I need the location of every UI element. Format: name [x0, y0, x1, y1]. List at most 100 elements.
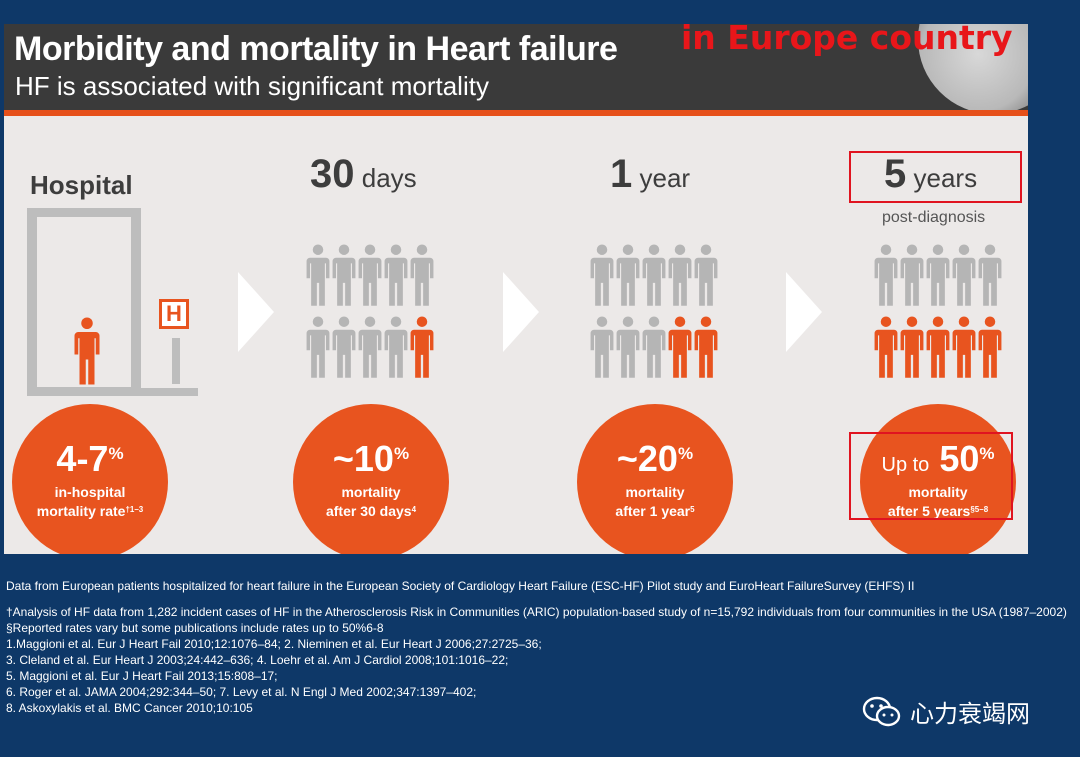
footnotes: Data from European patients hospitalized… — [6, 578, 1076, 716]
header-divider — [4, 110, 1028, 116]
stat-circle-1-year: ~20% mortality after 1 year5 — [577, 404, 733, 554]
person-icon — [306, 244, 330, 306]
arrow-right-icon — [238, 272, 274, 352]
person-icon — [358, 244, 382, 306]
stage-title-1-year: 1 year — [610, 152, 690, 197]
hospital-sign-letter: H — [166, 301, 182, 326]
stat-line1: in-hospital — [54, 484, 126, 500]
page-subtitle: HF is associated with significant mortal… — [15, 71, 489, 101]
stat-line2: after 30 days4 — [293, 503, 449, 519]
person-icon — [668, 244, 692, 306]
stat-line2-text: mortality rate — [36, 503, 126, 519]
person-icon — [978, 244, 1002, 306]
person-icon — [694, 244, 718, 306]
stat-line2: mortality rate†1–3 — [12, 503, 168, 519]
arrow-right-icon — [503, 272, 539, 352]
highlight-box-50-percent — [849, 432, 1013, 520]
person-icon-deceased — [952, 316, 976, 378]
hospital-door-icon — [27, 208, 198, 396]
stage-title-number: 1 — [610, 152, 633, 196]
person-icon — [616, 316, 640, 378]
overlay-annotation: in Europe country — [681, 18, 1013, 57]
stage-title-number: 5 — [884, 152, 907, 196]
reference-mark: §5–8 — [970, 505, 989, 514]
stage-title-30-days: 30 days — [310, 152, 417, 197]
stat-number: ~20 — [616, 438, 678, 479]
footnote-source: Data from European patients hospitalized… — [6, 579, 915, 593]
stat-line1: mortality — [908, 484, 968, 500]
person-icon — [642, 316, 666, 378]
stage-title-unit: year — [639, 163, 691, 193]
hospital-sign-icon: H — [159, 299, 189, 329]
reference-line: 1.Maggioni et al. Eur J Heart Fail 2010;… — [6, 637, 542, 651]
stat-circle-hospital: 4-7% in-hospital mortality rate†1–3 — [12, 404, 168, 554]
person-icon-deceased — [900, 316, 924, 378]
stage-title-unit: years — [913, 163, 978, 193]
person-icon — [332, 316, 356, 378]
reference-mark: †1–3 — [125, 505, 144, 514]
person-icon — [332, 244, 356, 306]
stat-circle-30-days: ~10% mortality after 30 days4 — [293, 404, 449, 554]
person-icon — [900, 244, 924, 306]
stat-unit: % — [677, 444, 694, 463]
stat-value: 4-7% — [12, 438, 168, 480]
stat-unit: % — [108, 444, 124, 463]
person-icon-deceased — [874, 316, 898, 378]
watermark-text: 心力衰竭网 — [910, 701, 1030, 728]
stat-value: Up to 50% — [860, 438, 1016, 480]
arrow-right-icon — [786, 272, 822, 352]
person-icon-deceased — [694, 316, 718, 378]
stat-prefix: Up to — [881, 454, 930, 476]
stage-title-number: 30 — [310, 152, 355, 196]
stat-number: 4-7 — [56, 438, 109, 479]
post-diagnosis-label: post-diagnosis — [882, 209, 986, 226]
footnote-dagger: †Analysis of HF data from 1,282 incident… — [6, 605, 1067, 619]
hospital-patient-icon — [74, 317, 100, 392]
stat-unit: % — [393, 444, 410, 463]
stat-unit: % — [979, 444, 995, 463]
stat-value: ~10% — [293, 438, 449, 480]
stage-title-unit: days — [361, 163, 417, 193]
person-icon-deceased — [926, 316, 950, 378]
header-bar: Morbidity and mortality in Heart failure… — [4, 24, 1028, 110]
person-icon — [410, 244, 434, 306]
highlight-box-5-years — [849, 151, 1022, 203]
person-icon — [384, 244, 408, 306]
reference-mark: 5 — [690, 505, 695, 514]
page-title: Morbidity and mortality in Heart failure — [14, 30, 618, 68]
stat-line2-text: after 30 days — [325, 503, 412, 519]
person-icon — [874, 244, 898, 306]
stat-circle-5-years: Up to 50% mortality after 5 years§5–8 — [860, 404, 1016, 554]
reference-line: 8. Askoxylakis et al. BMC Cancer 2010;10… — [6, 701, 253, 715]
reference-line: 3. Cleland et al. Eur Heart J 2003;24:44… — [6, 653, 509, 667]
person-icon — [616, 244, 640, 306]
stat-line2-text: after 5 years — [887, 503, 971, 519]
person-icon — [74, 317, 100, 385]
stage-title-5-years: 5 years — [884, 152, 977, 197]
wechat-icon — [862, 696, 901, 726]
person-icon-deceased — [668, 316, 692, 378]
person-icon — [952, 244, 976, 306]
wechat-watermark: 心力衰竭网 — [862, 694, 1030, 729]
person-icon — [306, 316, 330, 378]
stat-line1: mortality — [341, 484, 401, 500]
person-icon — [926, 244, 950, 306]
stat-number: 50 — [939, 438, 980, 479]
footnote-section: §Reported rates vary but some publicatio… — [6, 621, 384, 635]
reference-mark: 4 — [411, 505, 417, 514]
person-icon-deceased — [978, 316, 1002, 378]
stat-line2: after 5 years§5–8 — [860, 503, 1016, 519]
stat-value: ~20% — [577, 438, 733, 480]
stat-line2-text: after 1 year — [615, 503, 691, 519]
person-icon — [642, 244, 666, 306]
person-icon — [358, 316, 382, 378]
infographic-slide: Morbidity and mortality in Heart failure… — [4, 24, 1028, 554]
stage-title-hospital: Hospital — [30, 170, 133, 200]
person-icon — [590, 244, 614, 306]
person-icon — [384, 316, 408, 378]
stat-line1: mortality — [625, 484, 685, 500]
reference-line: 6. Roger et al. JAMA 2004;292:344–50; 7.… — [6, 685, 477, 699]
person-icon — [590, 316, 614, 378]
person-icon-deceased — [410, 316, 434, 378]
reference-line: 5. Maggioni et al. Eur J Heart Fail 2013… — [6, 669, 278, 683]
